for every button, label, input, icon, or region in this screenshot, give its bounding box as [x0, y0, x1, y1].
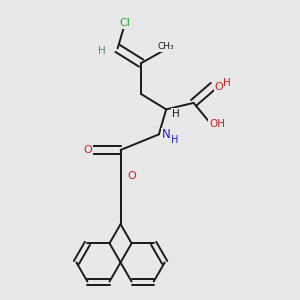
Text: O: O	[84, 145, 92, 155]
Text: O: O	[215, 82, 224, 92]
Text: Cl: Cl	[119, 18, 130, 28]
Text: H: H	[171, 135, 179, 145]
Text: H: H	[98, 46, 105, 56]
Text: CH₃: CH₃	[158, 42, 175, 51]
Text: H: H	[223, 78, 230, 88]
Text: OH: OH	[209, 119, 225, 129]
Text: O: O	[128, 172, 136, 182]
Text: N: N	[162, 128, 171, 142]
Text: H: H	[172, 109, 179, 119]
